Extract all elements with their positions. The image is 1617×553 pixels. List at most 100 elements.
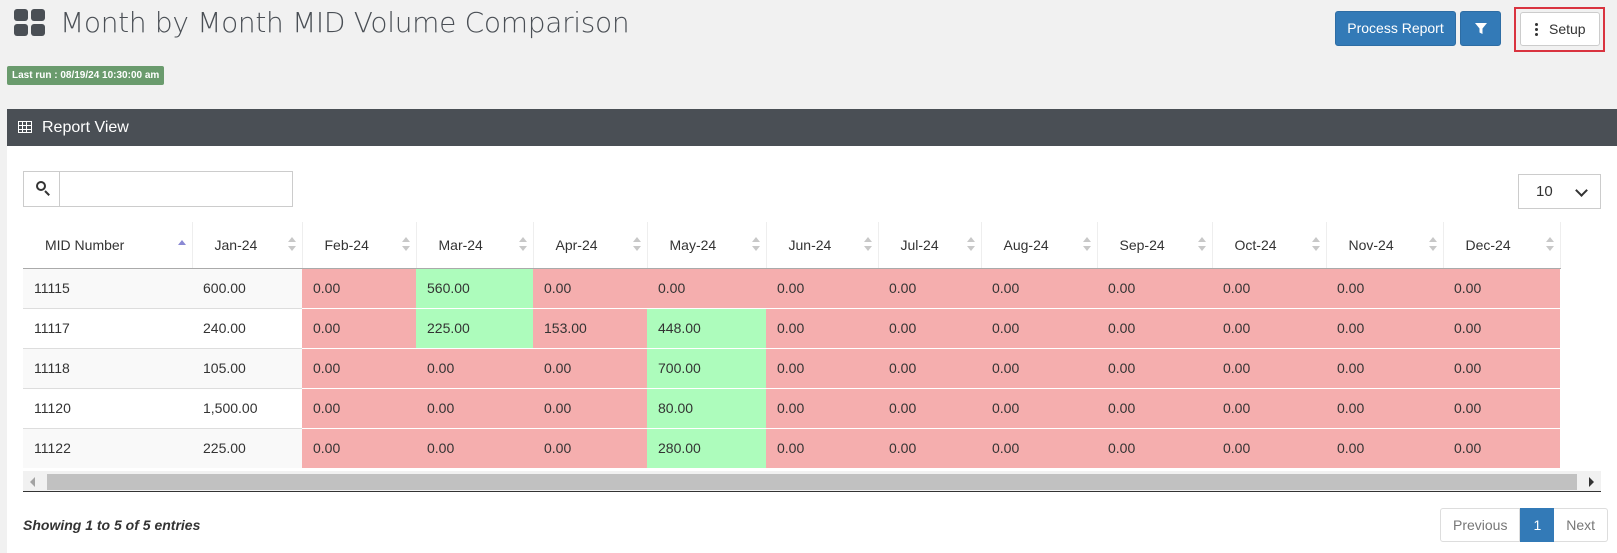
volume-cell: 0.00 [1212,267,1326,308]
volume-cell: 0.00 [302,347,416,388]
search-icon [24,172,60,206]
page-size-select[interactable]: 10 [1518,174,1601,209]
volume-cell: 560.00 [416,267,533,308]
setup-highlight [1514,7,1605,52]
volume-cell: 153.00 [533,307,647,348]
volume-cell: 0.00 [766,267,878,308]
volume-cell: 0.00 [416,347,533,388]
vertical-ellipsis-icon [1535,23,1538,36]
volume-cell: 0.00 [1212,427,1326,468]
column-header[interactable]: Apr-24 [533,222,648,269]
page-1-button[interactable]: 1 [1520,508,1555,542]
sort-icon [966,237,975,253]
mid-number-cell: 11115 [23,267,192,308]
pagination: Previous 1 Next [1440,508,1609,542]
volume-cell: 0.00 [1443,347,1560,388]
setup-label: Setup [1549,21,1586,37]
volume-cell: 80.00 [647,387,766,428]
volume-cell: 0.00 [1097,347,1212,388]
volume-cell: 0.00 [981,387,1097,428]
table-row: 11115 600.00 0.00 560.00 0.00 0.00 0.00 0.00 0.0… [23,267,1560,308]
process-report-button[interactable]: Process Report [1335,11,1456,46]
column-header-label: Mar-24 [438,236,483,253]
table-icon [18,121,32,133]
column-header[interactable]: Jan-24 [192,222,303,269]
search-input[interactable] [60,172,292,206]
column-header[interactable]: MID Number [23,222,193,269]
volume-cell: 0.00 [1097,307,1212,348]
volume-cell: 0.00 [302,267,416,308]
sort-icon [751,237,760,253]
volume-cell: 0.00 [302,427,416,468]
volume-cell: 0.00 [533,387,647,428]
volume-cell: 0.00 [302,387,416,428]
column-header[interactable]: May-24 [647,222,767,269]
volume-cell: 0.00 [533,427,647,468]
column-header-label: Dec-24 [1465,236,1511,253]
scroll-right-icon[interactable] [1589,477,1594,487]
sort-icon [1545,237,1554,253]
volume-cell: 240.00 [192,307,302,348]
filter-button[interactable] [1460,11,1501,46]
volume-cell: 0.00 [1443,307,1560,348]
search-box [23,171,293,207]
column-header[interactable]: Nov-24 [1326,222,1444,269]
sort-icon [863,237,872,253]
chevron-down-icon [1575,184,1588,197]
column-header[interactable]: Mar-24 [416,222,534,269]
volume-cell: 0.00 [1326,387,1443,428]
volume-cell: 105.00 [192,347,302,388]
sort-icon [401,237,410,253]
column-header-label: Apr-24 [555,236,598,253]
volume-cell: 280.00 [647,427,766,468]
volume-cell: 0.00 [416,427,533,468]
volume-cell: 0.00 [981,427,1097,468]
column-header-label: May-24 [669,236,717,253]
previous-page-button[interactable]: Previous [1440,508,1521,542]
mid-number-cell: 11120 [23,387,192,428]
column-header-label: MID Number [45,236,125,253]
scrollbar-thumb[interactable] [47,474,1577,490]
table-info: Showing 1 to 5 of 5 entries [23,517,201,533]
table-row: 11122 225.00 0.00 0.00 0.00 280.00 0.00 0.00 0.0… [23,427,1560,468]
column-header[interactable]: Oct-24 [1212,222,1327,269]
column-header[interactable]: Sep-24 [1097,222,1213,269]
volume-cell: 700.00 [647,347,766,388]
volume-cell: 0.00 [1212,387,1326,428]
filter-funnel-icon [1474,23,1487,34]
column-header[interactable]: Aug-24 [981,222,1098,269]
table-row: 11118 105.00 0.00 0.00 0.00 700.00 0.00 0.00 0.0… [23,347,1560,388]
page-size-value: 10 [1536,183,1553,200]
column-header[interactable]: Feb-24 [302,222,417,269]
volume-cell: 1,500.00 [192,387,302,428]
volume-cell: 0.00 [878,387,981,428]
column-header[interactable]: Jun-24 [766,222,879,269]
mid-number-cell: 11117 [23,307,192,348]
volume-cell: 0.00 [1326,427,1443,468]
report-table: MID Number Jan-24 Feb-24 Mar-24 Apr-24 May-24… [23,222,1561,468]
sort-icon [518,237,527,253]
next-page-button[interactable]: Next [1554,508,1609,542]
table-row: 11117 240.00 0.00 225.00 153.00 448.00 0.00 0.0… [23,307,1560,348]
horizontal-scrollbar[interactable] [23,471,1601,492]
volume-cell: 0.00 [533,347,647,388]
table-row: 11120 1,500.00 0.00 0.00 0.00 80.00 0.00 0.00 0.… [23,387,1560,428]
column-header[interactable]: Jul-24 [878,222,982,269]
volume-cell: 0.00 [766,347,878,388]
volume-cell: 0.00 [1097,427,1212,468]
volume-cell: 600.00 [192,267,302,308]
volume-cell: 0.00 [302,307,416,348]
volume-cell: 0.00 [416,387,533,428]
volume-cell: 0.00 [1097,387,1212,428]
scroll-left-icon[interactable] [30,477,35,487]
setup-button[interactable]: Setup [1520,12,1600,46]
volume-cell: 0.00 [766,387,878,428]
column-header-label: Feb-24 [324,236,369,253]
volume-cell: 0.00 [1443,387,1560,428]
column-header[interactable]: Dec-24 [1443,222,1561,269]
sort-icon [1428,237,1437,253]
dashboard-grid-icon [14,9,46,37]
volume-cell: 0.00 [878,347,981,388]
volume-cell: 0.00 [878,267,981,308]
volume-cell: 0.00 [647,267,766,308]
